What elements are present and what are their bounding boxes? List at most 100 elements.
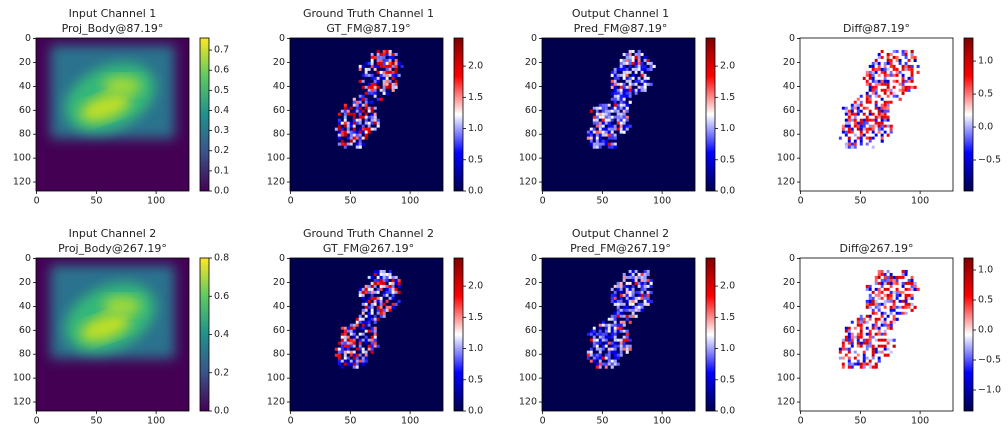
pixel xyxy=(598,133,602,137)
pixel xyxy=(883,302,887,306)
pixel xyxy=(373,311,377,315)
pixel xyxy=(610,317,614,321)
pixel xyxy=(892,302,896,306)
pixel xyxy=(598,329,602,333)
pixel xyxy=(847,121,851,125)
pixel xyxy=(880,115,884,119)
pixel xyxy=(382,79,386,83)
pixel xyxy=(616,133,620,137)
pixel xyxy=(598,356,602,360)
pixel xyxy=(886,103,890,107)
pixel xyxy=(613,76,617,80)
pixel xyxy=(385,58,389,63)
pixel xyxy=(364,91,368,95)
pixel xyxy=(352,133,356,137)
pixel xyxy=(886,293,890,297)
pixel xyxy=(379,308,383,312)
pixel xyxy=(886,121,890,125)
pixel xyxy=(844,350,848,354)
pixel xyxy=(883,55,887,60)
pixel xyxy=(868,106,872,110)
pixel xyxy=(361,115,365,119)
pixel xyxy=(391,284,395,289)
pixel xyxy=(904,67,908,71)
pixel xyxy=(364,284,368,289)
pixel xyxy=(382,284,386,289)
pixel xyxy=(385,91,389,95)
pixel xyxy=(388,296,392,300)
pixel xyxy=(622,338,626,342)
pixel xyxy=(616,356,620,360)
pixel xyxy=(337,347,341,351)
pixel xyxy=(382,305,386,309)
pixel xyxy=(889,353,893,357)
pixel xyxy=(871,305,875,309)
pixel xyxy=(898,287,902,291)
pixel xyxy=(895,287,899,291)
pixel xyxy=(619,338,623,342)
pixel xyxy=(856,347,860,351)
pixel xyxy=(877,145,881,149)
pixel xyxy=(889,269,893,274)
pixel xyxy=(616,353,620,357)
pixel xyxy=(634,88,638,92)
pixel xyxy=(901,73,905,77)
pixel xyxy=(868,332,872,336)
pixel xyxy=(850,335,854,339)
pixel xyxy=(349,338,353,342)
pixel xyxy=(868,290,872,294)
pixel xyxy=(391,296,395,300)
pixel xyxy=(616,347,620,351)
pixel xyxy=(868,127,872,131)
pixel xyxy=(874,112,878,116)
pixel xyxy=(643,287,647,291)
pixel xyxy=(856,329,860,333)
pixel xyxy=(340,356,344,360)
pixel xyxy=(610,82,614,86)
pixel xyxy=(886,133,890,137)
pixel xyxy=(904,299,908,303)
body-hot xyxy=(102,296,142,316)
pixel xyxy=(361,326,365,330)
pixel xyxy=(373,278,377,283)
pixel xyxy=(358,332,362,336)
y-tick-label: 0 xyxy=(25,253,31,264)
pixel xyxy=(865,347,869,351)
pixel xyxy=(859,353,863,357)
pixel xyxy=(853,112,857,116)
pixel xyxy=(610,127,614,131)
pixel xyxy=(352,106,356,110)
pixel xyxy=(379,52,383,57)
pixel xyxy=(613,88,617,92)
pixel xyxy=(631,314,635,318)
pixel xyxy=(592,145,596,149)
pixel xyxy=(349,332,353,336)
pixel xyxy=(607,112,611,116)
pixel xyxy=(607,118,611,122)
pixel xyxy=(880,323,884,327)
pixel xyxy=(337,127,341,131)
pixel xyxy=(379,278,383,283)
pixel xyxy=(886,70,890,74)
pixel xyxy=(868,323,872,327)
pixel xyxy=(898,70,902,74)
y-tick-label: 100 xyxy=(13,373,31,384)
pixel xyxy=(373,100,377,104)
pixel xyxy=(628,97,632,101)
pixel xyxy=(634,308,638,312)
pixel xyxy=(622,293,626,297)
pixel xyxy=(871,311,875,315)
pixel xyxy=(343,133,347,137)
pixel xyxy=(598,139,602,143)
pixel xyxy=(886,118,890,122)
pixel xyxy=(877,103,881,107)
pixel xyxy=(340,118,344,122)
pixel xyxy=(589,338,593,342)
pixel xyxy=(898,67,902,71)
pixel xyxy=(865,142,869,146)
pixel xyxy=(841,365,845,369)
pixel xyxy=(844,338,848,342)
pixel xyxy=(901,278,905,283)
pixel xyxy=(841,121,845,125)
pixel xyxy=(862,290,866,294)
